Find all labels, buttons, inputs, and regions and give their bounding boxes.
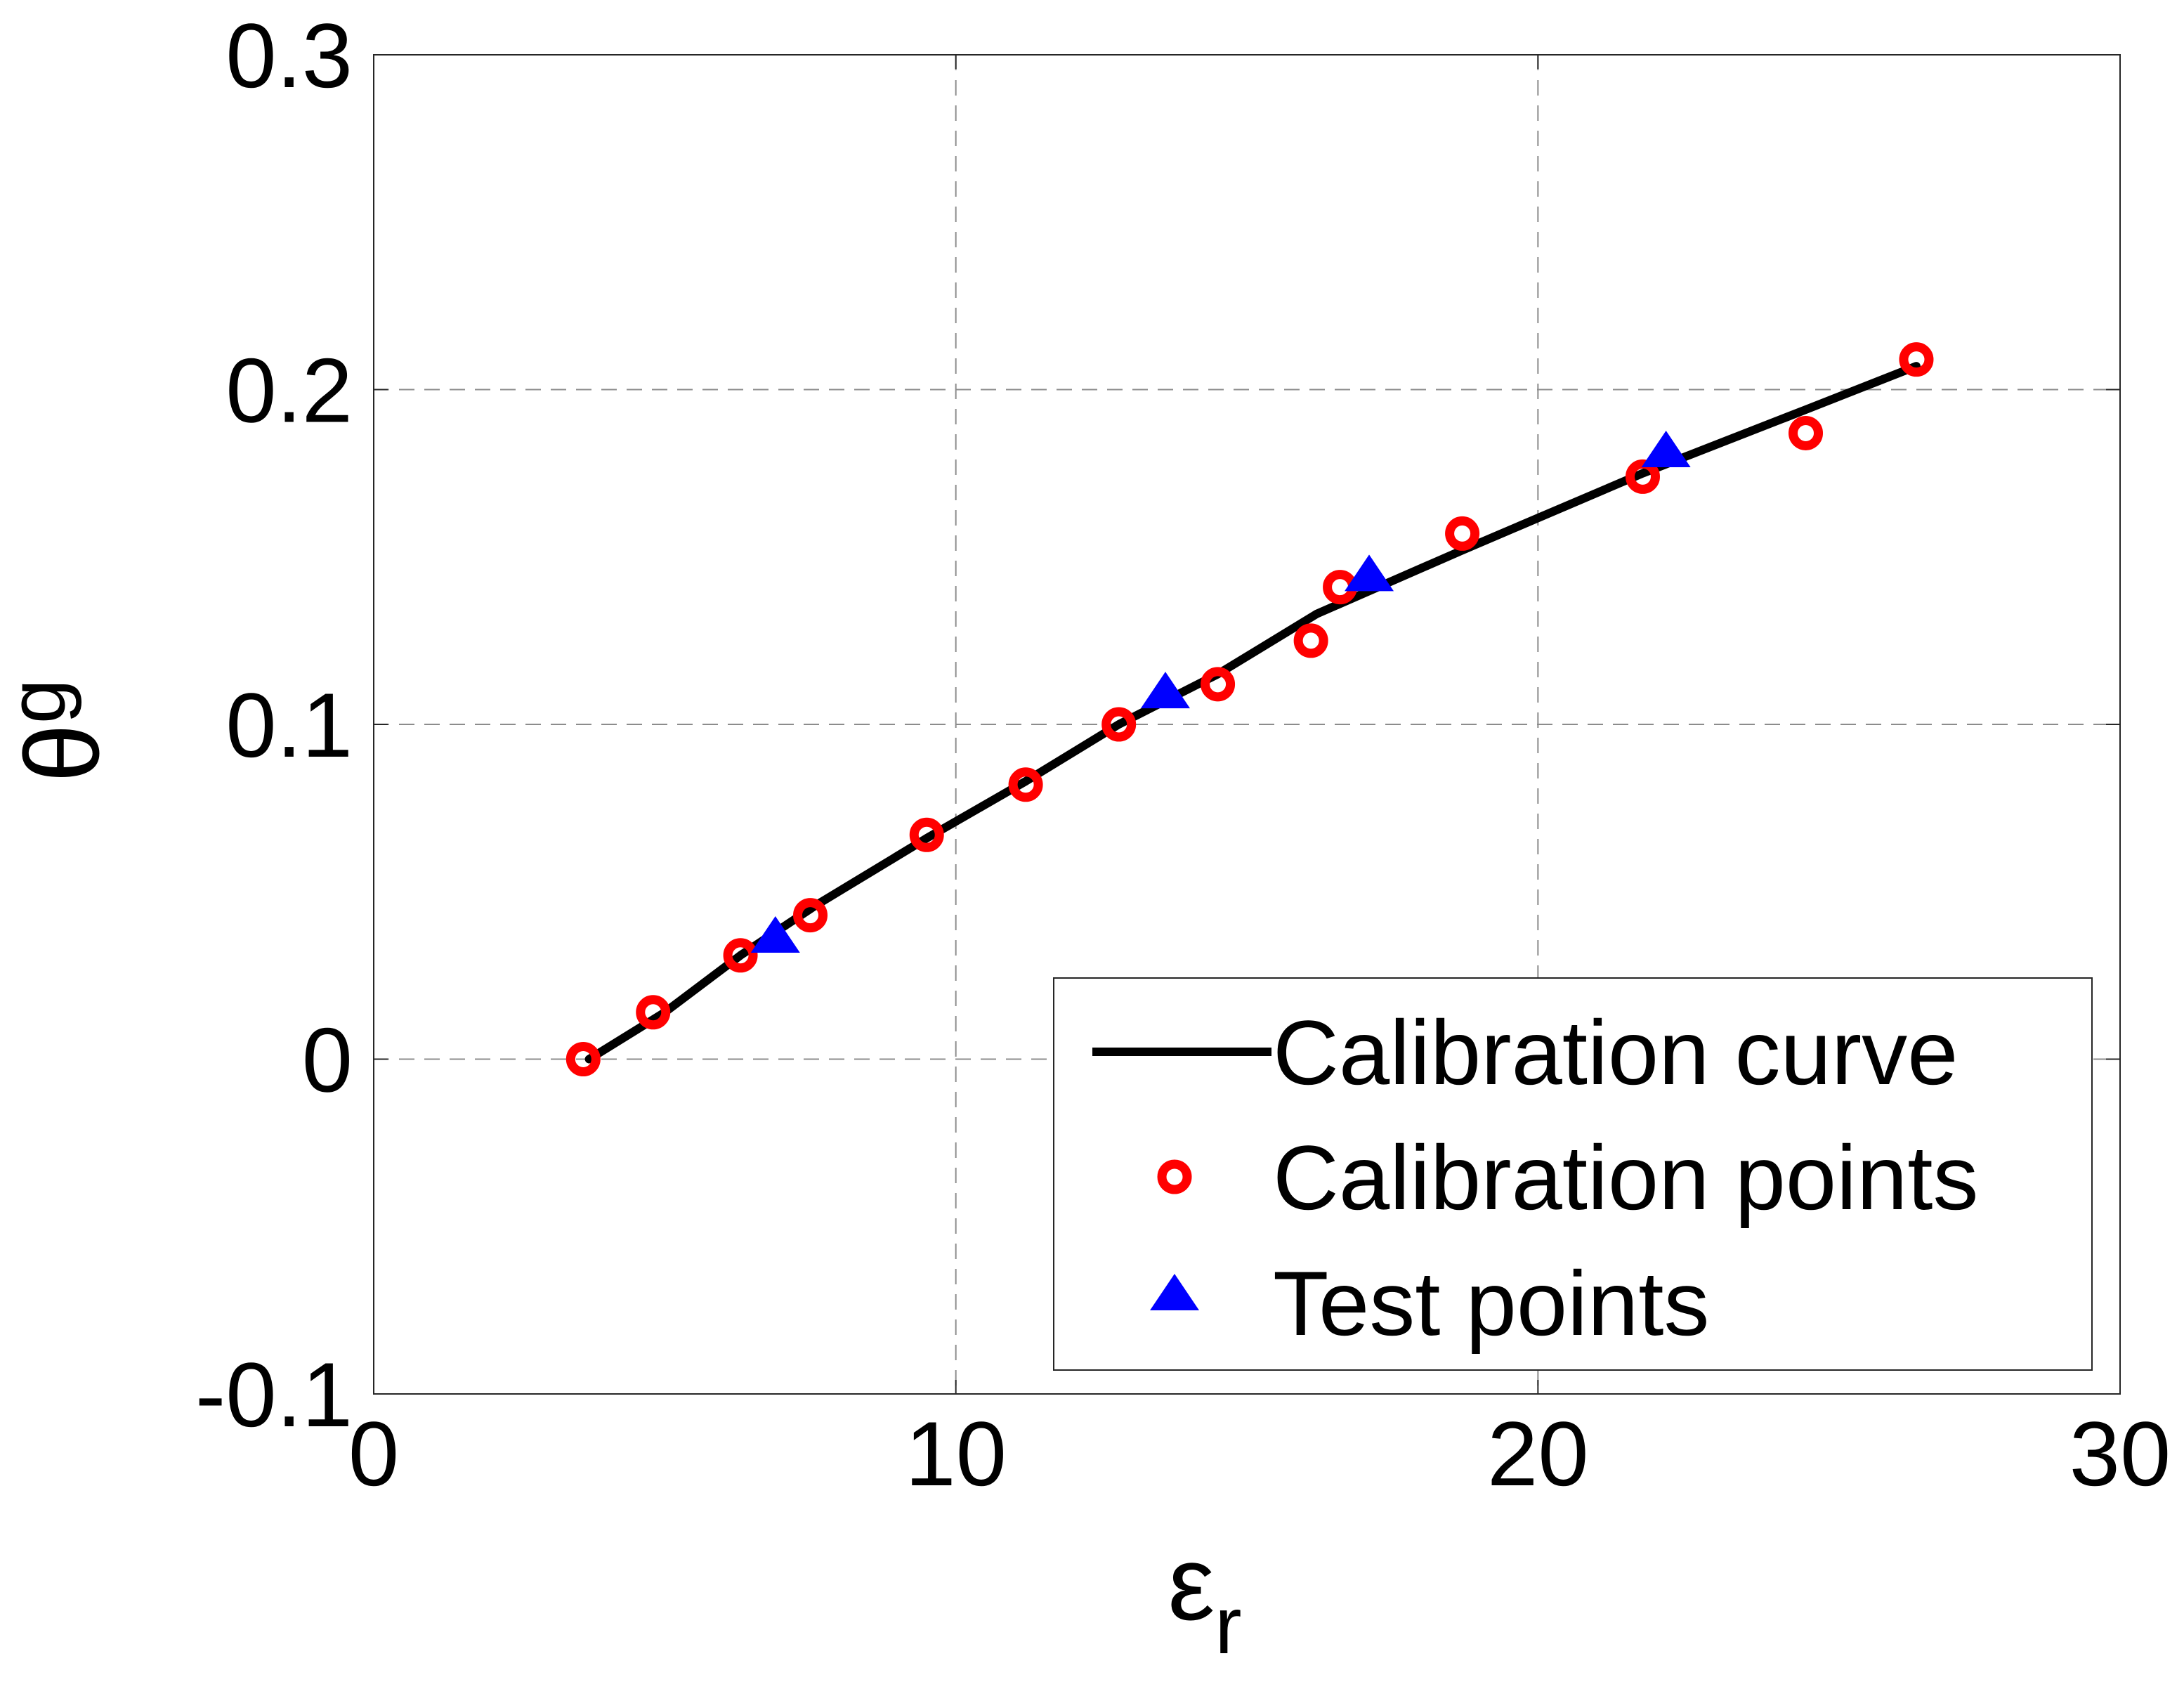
test-point [750, 915, 800, 953]
test-point [1345, 554, 1394, 592]
y-tick-label: -0.1 [195, 1343, 353, 1446]
legend-label-calibration-curve: Calibration curve [1273, 1001, 1958, 1104]
y-tick-label: 0.2 [225, 339, 353, 442]
y-tick-label: 0.1 [225, 674, 353, 776]
legend-label-calibration-points: Calibration points [1273, 1126, 1978, 1229]
x-tick-label: 0 [348, 1402, 399, 1505]
y-tick-label: 0 [302, 1009, 353, 1111]
calibration-point [1789, 415, 1824, 450]
calibration-point [1625, 459, 1660, 494]
legend-triangle-swatch [1150, 1274, 1199, 1310]
x-axis-subscript: r [1215, 1581, 1241, 1671]
x-axis-title: εr [1168, 1524, 1241, 1671]
legend: Calibration curve Calibration points Tes… [1053, 977, 2093, 1371]
calibration-point [1293, 623, 1328, 658]
calibration-point [1008, 767, 1043, 802]
y-axis-title: θg [0, 679, 121, 782]
legend-label-test-points: Test points [1273, 1252, 1709, 1355]
x-tick-label: 30 [2069, 1402, 2171, 1505]
x-axis-symbol: ε [1168, 1524, 1215, 1642]
calibration-point [723, 938, 758, 973]
legend-entry-test-points: Test points [1150, 1252, 1709, 1355]
calibration-point [1899, 342, 1934, 377]
y-axis-symbol: θ [3, 724, 121, 782]
ticks: 0 10 20 30-0.100.10.20.3 [195, 4, 2171, 1505]
calibration-point [909, 817, 944, 852]
calibration-point [636, 995, 671, 1030]
calibration-point [793, 898, 828, 933]
y-tick-label: 0.3 [225, 4, 353, 107]
series-layer [565, 342, 1934, 1076]
legend-entry-calibration-curve: Calibration curve [1092, 1001, 1958, 1104]
test-point [1140, 672, 1190, 709]
calibration-point [1101, 707, 1137, 742]
legend-entry-calibration-points: Calibration points [1157, 1126, 1978, 1229]
legend-circle-swatch [1157, 1159, 1192, 1194]
test-point [1641, 431, 1691, 468]
calibration-point [1445, 516, 1480, 551]
legend-box [1053, 977, 2093, 1371]
calibration-curve-line [584, 362, 1921, 1064]
x-tick-label: 10 [905, 1402, 1007, 1505]
y-axis-subscript: g [0, 679, 82, 724]
x-tick-label: 20 [1487, 1402, 1589, 1505]
y-axis-title-group: θg [0, 679, 121, 782]
calibration-point [1201, 667, 1236, 702]
calibration-point [565, 1042, 601, 1076]
